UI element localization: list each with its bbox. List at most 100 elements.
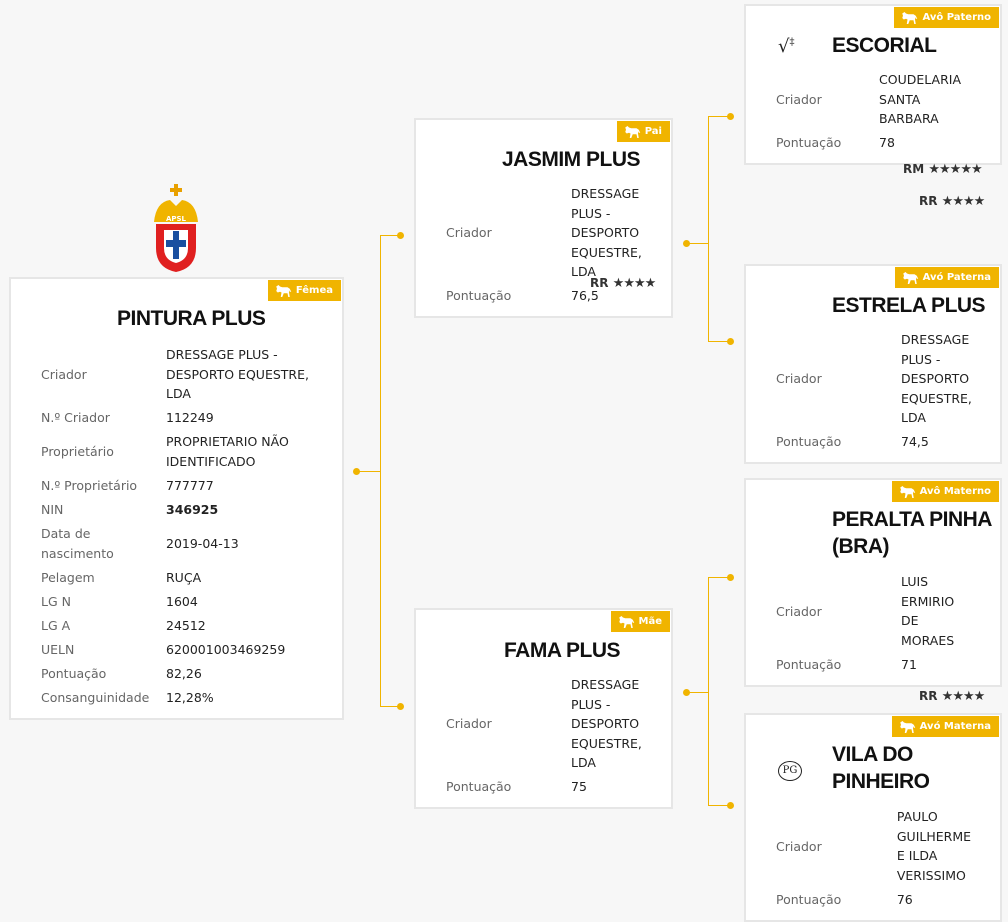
horse-icon xyxy=(274,284,292,298)
connector-line xyxy=(380,235,400,236)
horse-name: PERALTA PINHA (BRA) xyxy=(832,508,992,558)
label: Criador xyxy=(446,225,492,241)
horse-details: Criador DRESSAGE PLUS - DESPORTO EQUESTRE… xyxy=(446,182,661,308)
star-icons: ★★★★ xyxy=(941,194,986,209)
dam-badge: Mãe xyxy=(610,611,670,632)
detail-row: Proprietário PROPRIETARIO NÃO IDENTIFICAD… xyxy=(41,430,331,474)
horse-name: ESCORIAL xyxy=(832,34,937,57)
badge-label: Avô Paterno xyxy=(922,12,991,23)
horse-name: FAMA PLUS xyxy=(504,639,621,662)
label: Criador xyxy=(776,603,822,619)
horse-icon xyxy=(617,615,635,629)
label: Pontuação xyxy=(446,288,512,304)
detail-value: 777777 xyxy=(166,478,214,494)
detail-row: Consanguinidade 12,28% xyxy=(41,686,331,710)
label: Criador xyxy=(446,716,492,732)
star-icons: ★★★★★ xyxy=(928,162,982,177)
detail-value: 620001003469259 xyxy=(166,642,286,658)
label: Criador xyxy=(776,91,822,107)
connector-line xyxy=(708,116,709,341)
value: COUDELARIA SANTA BARBARA xyxy=(879,72,961,127)
badge-label: Avô Materno xyxy=(919,486,991,497)
detail-label: LG A xyxy=(41,618,71,634)
detail-value: 82,26 xyxy=(166,666,202,682)
paternal-grandsire-card[interactable]: Avô Paterno √‡ ESCORIAL Criador COUDELARI… xyxy=(744,4,1002,165)
connector-line xyxy=(686,243,708,244)
horse-details: Criador DRESSAGE PLUS - DESPORTO EQUESTRE… xyxy=(776,328,991,454)
detail-value: PROPRIETARIO NÃO IDENTIFICADO xyxy=(166,434,289,469)
rating: RR ★★★★ xyxy=(919,194,986,209)
brand-mark-icon: √‡ xyxy=(778,36,795,57)
connector-line xyxy=(356,471,380,472)
badge-label: Pai xyxy=(644,126,662,137)
connector-line xyxy=(686,692,708,693)
connector-line xyxy=(708,577,709,805)
connector-dot xyxy=(397,703,404,710)
value: DRESSAGE PLUS - DESPORTO EQUESTRE, LDA xyxy=(571,186,642,280)
horse-name: JASMIM PLUS xyxy=(502,148,641,171)
horse-details: Criador LUIS ERMIRIO DE MORAES Pontuação 7… xyxy=(776,570,991,677)
detail-row: LG A 24512 xyxy=(41,614,331,638)
connector-dot xyxy=(727,802,734,809)
detail-label: Pelagem xyxy=(41,569,95,585)
connector-line xyxy=(380,235,381,706)
value: 74,5 xyxy=(901,434,929,450)
rating-code: RR xyxy=(919,689,938,703)
horse-icon xyxy=(898,485,916,499)
value: DRESSAGE PLUS - DESPORTO EQUESTRE, LDA xyxy=(901,332,972,426)
horse-details: Criador DRESSAGE PLUS - DESPORTO EQUESTRE… xyxy=(41,343,331,710)
badge-label: Avó Materna xyxy=(919,721,991,732)
detail-row: UELN 620001003469259 xyxy=(41,638,331,662)
badge-label: Avó Paterna xyxy=(922,272,991,283)
rating: RR ★★★★ xyxy=(919,689,986,704)
horse-name: PINTURA PLUS xyxy=(117,307,266,330)
detail-label: N.º Proprietário xyxy=(41,478,138,494)
detail-label: UELN xyxy=(41,642,75,658)
horse-icon xyxy=(623,125,641,139)
label: Criador xyxy=(776,838,822,854)
apsl-logo: APSL xyxy=(152,184,200,272)
label: Pontuação xyxy=(776,135,842,151)
svg-text:APSL: APSL xyxy=(166,215,187,223)
maternal-grandsire-card[interactable]: Avô Materno PERALTA PINHA (BRA) Criador L… xyxy=(744,478,1002,687)
detail-row: Pelagem RUÇA xyxy=(41,566,331,590)
label: Pontuação xyxy=(776,656,842,672)
detail-row: NIN 346925 xyxy=(41,498,331,522)
sire-card[interactable]: Pai JASMIM PLUS Criador DRESSAGE PLUS - D… xyxy=(414,118,673,318)
detail-value: 24512 xyxy=(166,618,206,634)
maternal-granddam-card[interactable]: Avó Materna PG VILA DO PINHEIRO Criador P… xyxy=(744,713,1002,922)
detail-row: LG N 1604 xyxy=(41,590,331,614)
connector-line xyxy=(708,577,730,578)
detail-label: NIN xyxy=(41,502,64,518)
label: Pontuação xyxy=(446,779,512,795)
rating-code: RR xyxy=(919,194,938,208)
horse-name: ESTRELA PLUS xyxy=(832,294,986,317)
detail-label: LG N xyxy=(41,593,71,609)
detail-value: 112249 xyxy=(166,410,214,426)
connector-dot xyxy=(727,574,734,581)
detail-value: 1604 xyxy=(166,593,198,609)
sire-badge: Pai xyxy=(616,121,670,142)
connector-line xyxy=(708,116,730,117)
detail-value: DRESSAGE PLUS - DESPORTO EQUESTRE, LDA xyxy=(166,347,309,402)
value: 71 xyxy=(901,656,917,672)
detail-value: 12,28% xyxy=(166,690,214,706)
rating: RM ★★★★★ xyxy=(903,162,983,177)
label: Pontuação xyxy=(776,434,842,450)
horse-icon xyxy=(898,720,916,734)
rating-code: RM xyxy=(903,162,925,176)
horse-details: Criador DRESSAGE PLUS - DESPORTO EQUESTRE… xyxy=(446,673,661,799)
detail-value: 2019-04-13 xyxy=(166,536,239,552)
value: PAULO GUILHERME E ILDA VERISSIMO xyxy=(896,809,972,883)
star-icons: ★★★★ xyxy=(941,689,986,704)
detail-row: Data de nascimento 2019-04-13 xyxy=(41,522,331,566)
horse-name: VILA DO PINHEIRO xyxy=(832,743,930,793)
dam-card[interactable]: Mãe FAMA PLUS Criador DRESSAGE PLUS - DES… xyxy=(414,608,673,809)
detail-label: Pontuação xyxy=(41,666,107,682)
paternal-granddam-card[interactable]: Avó Paterna ESTRELA PLUS Criador DRESSAGE… xyxy=(744,264,1002,464)
connector-line xyxy=(708,805,730,806)
value: DRESSAGE PLUS - DESPORTO EQUESTRE, LDA xyxy=(571,677,642,771)
connector-dot xyxy=(727,113,734,120)
grandparent-badge: Avó Materna xyxy=(891,716,999,737)
detail-value: RUÇA xyxy=(166,569,202,585)
